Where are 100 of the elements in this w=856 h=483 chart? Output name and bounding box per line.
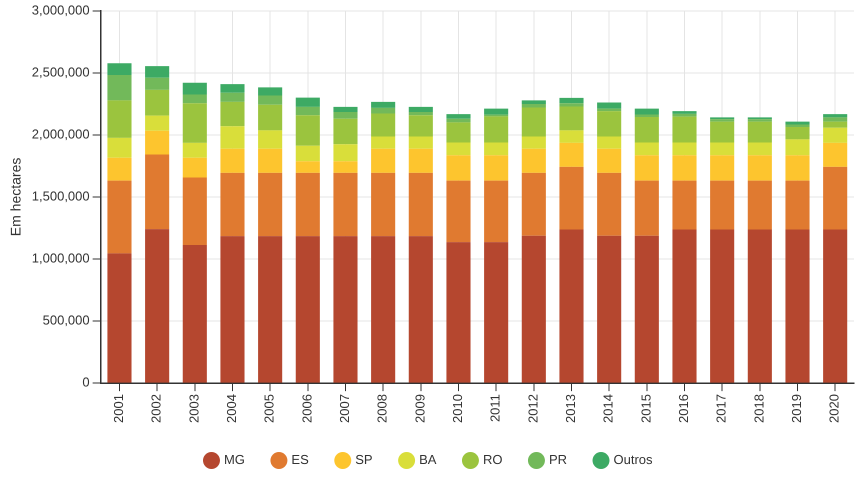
bar bbox=[107, 180, 132, 254]
x-tick-label: 2019 bbox=[789, 394, 804, 423]
bar bbox=[634, 236, 659, 383]
bar bbox=[522, 100, 546, 104]
bar bbox=[634, 180, 659, 236]
bar bbox=[107, 253, 132, 383]
bar bbox=[408, 115, 433, 137]
x-tick-label: 2012 bbox=[525, 394, 540, 423]
bar bbox=[145, 78, 170, 90]
bar bbox=[522, 236, 546, 383]
x-tick-label: 2004 bbox=[224, 394, 240, 423]
x-tick-label: 2008 bbox=[374, 394, 390, 423]
legend-label: MG bbox=[224, 452, 245, 468]
legend-label: Outros bbox=[614, 452, 654, 468]
bar bbox=[748, 180, 772, 230]
x-tick-label: 2009 bbox=[412, 394, 428, 423]
bar bbox=[182, 142, 207, 158]
x-tick-label: 2005 bbox=[262, 394, 277, 423]
y-tick-label: 1,000,000 bbox=[32, 250, 90, 266]
bar bbox=[333, 118, 358, 144]
bar bbox=[823, 122, 848, 128]
y-tick-label: 1,500,000 bbox=[32, 188, 90, 204]
x-tick-label: 2015 bbox=[638, 394, 654, 423]
bar bbox=[446, 242, 471, 383]
bar bbox=[785, 180, 810, 230]
bar bbox=[597, 102, 622, 109]
bar bbox=[296, 115, 320, 146]
x-tick-label: 2006 bbox=[299, 394, 314, 423]
bar bbox=[182, 94, 207, 104]
bar bbox=[748, 142, 772, 156]
bar bbox=[710, 122, 734, 142]
bar bbox=[634, 142, 659, 156]
bar bbox=[408, 236, 433, 383]
bar bbox=[258, 172, 282, 236]
bar bbox=[446, 122, 471, 142]
bar bbox=[823, 114, 848, 118]
bar bbox=[484, 180, 508, 242]
bar bbox=[371, 136, 396, 149]
bar bbox=[823, 117, 848, 122]
bar bbox=[371, 148, 396, 173]
legend-label: SP bbox=[355, 452, 373, 468]
bar bbox=[220, 172, 245, 236]
bar bbox=[258, 87, 282, 96]
bar bbox=[333, 236, 358, 383]
bar bbox=[182, 82, 207, 94]
bar bbox=[296, 146, 320, 162]
bar bbox=[634, 155, 659, 181]
bar bbox=[484, 142, 508, 156]
bar bbox=[371, 114, 396, 137]
bar bbox=[672, 229, 697, 383]
x-tick-label: 2016 bbox=[676, 394, 692, 423]
bar bbox=[672, 155, 697, 181]
x-tick-label: 2018 bbox=[751, 394, 766, 423]
bar bbox=[484, 155, 508, 181]
bar bbox=[597, 136, 622, 149]
bar bbox=[220, 102, 245, 126]
bar bbox=[823, 166, 848, 230]
bar bbox=[182, 244, 207, 383]
bar bbox=[672, 142, 697, 156]
bar bbox=[333, 112, 358, 119]
bar bbox=[333, 172, 358, 236]
bar bbox=[710, 142, 734, 156]
bar bbox=[107, 74, 132, 100]
bar bbox=[672, 116, 697, 142]
bar bbox=[522, 172, 546, 236]
bar bbox=[823, 229, 848, 383]
bar bbox=[748, 122, 772, 142]
bar bbox=[522, 148, 546, 173]
x-tick-label: 2011 bbox=[488, 394, 503, 422]
bar bbox=[220, 126, 245, 149]
bar bbox=[182, 158, 207, 178]
bar bbox=[182, 177, 207, 245]
bar bbox=[522, 104, 546, 108]
bar bbox=[785, 139, 810, 156]
x-tick-label: 2020 bbox=[826, 394, 842, 423]
bar bbox=[634, 114, 659, 118]
bar bbox=[559, 166, 584, 230]
bar bbox=[484, 108, 508, 115]
bar bbox=[785, 126, 810, 140]
bar bbox=[484, 242, 508, 383]
bar bbox=[785, 124, 810, 127]
bar bbox=[296, 161, 320, 173]
bar bbox=[559, 103, 584, 106]
bar bbox=[296, 98, 320, 107]
y-tick-label: 2,500,000 bbox=[32, 64, 90, 80]
x-tick-label: 2003 bbox=[186, 394, 202, 423]
y-tick-label: 500,000 bbox=[42, 312, 90, 328]
bar bbox=[748, 119, 772, 122]
x-tick-label: 2014 bbox=[600, 394, 616, 423]
bar bbox=[446, 180, 471, 242]
x-tick-label: 2017 bbox=[714, 394, 729, 423]
bar bbox=[182, 103, 207, 143]
bar bbox=[559, 98, 584, 104]
bar bbox=[446, 142, 471, 156]
bar bbox=[258, 148, 282, 173]
bar bbox=[522, 136, 546, 149]
y-axis-title: Em hectares bbox=[7, 158, 24, 236]
bar bbox=[672, 180, 697, 230]
bar bbox=[408, 106, 433, 112]
bar bbox=[484, 116, 508, 142]
